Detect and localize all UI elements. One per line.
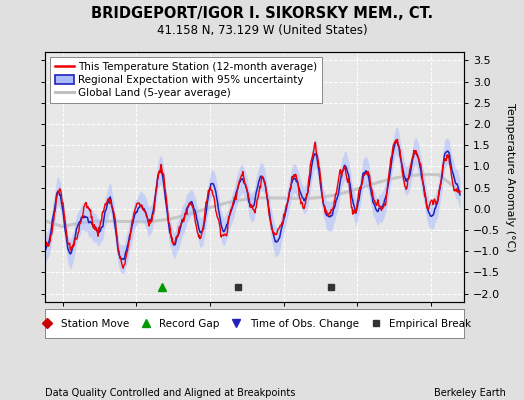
Text: Berkeley Earth: Berkeley Earth [434,388,506,398]
Text: 41.158 N, 73.129 W (United States): 41.158 N, 73.129 W (United States) [157,24,367,37]
Legend: Station Move, Record Gap, Time of Obs. Change, Empirical Break: Station Move, Record Gap, Time of Obs. C… [34,316,474,332]
Text: Data Quality Controlled and Aligned at Breakpoints: Data Quality Controlled and Aligned at B… [45,388,295,398]
Y-axis label: Temperature Anomaly (°C): Temperature Anomaly (°C) [506,103,516,251]
Legend: This Temperature Station (12-month average), Regional Expectation with 95% uncer: This Temperature Station (12-month avera… [50,57,322,103]
Text: BRIDGEPORT/IGOR I. SIKORSKY MEM., CT.: BRIDGEPORT/IGOR I. SIKORSKY MEM., CT. [91,6,433,21]
